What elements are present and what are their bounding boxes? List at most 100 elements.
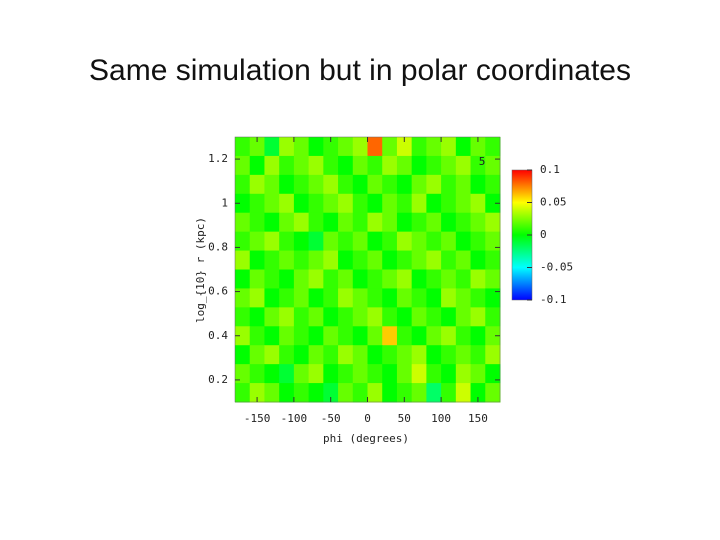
heat-cell [338, 231, 354, 252]
heat-cell [441, 137, 457, 157]
heat-cell [338, 307, 354, 327]
heat-cell [441, 364, 457, 384]
heat-cell [323, 269, 339, 289]
heat-cell [264, 212, 280, 233]
heat-cell [323, 174, 339, 195]
heat-cell [485, 193, 501, 214]
heat-cell [249, 193, 265, 214]
heat-cell [396, 345, 413, 365]
heat-cell [441, 212, 457, 233]
heat-cell [396, 383, 413, 403]
heat-cell [411, 231, 427, 252]
heat-cell [470, 383, 486, 403]
heat-cell [338, 174, 354, 195]
heat-cell [249, 137, 265, 157]
heat-cell [279, 345, 295, 365]
heat-cell [308, 364, 324, 384]
heat-cell [323, 155, 339, 176]
x-tick-label: 100 [431, 412, 451, 425]
heat-cell [235, 364, 251, 384]
heat-cell [235, 288, 251, 308]
heat-cell [352, 326, 368, 346]
heat-cell [235, 383, 251, 403]
heat-cell [323, 137, 339, 157]
heat-cell [426, 383, 442, 403]
heat-cell [264, 193, 280, 214]
heat-cell [279, 307, 295, 327]
heat-cell [426, 155, 442, 176]
heat-cell [470, 155, 486, 176]
heat-cell [249, 212, 265, 233]
heat-cell [470, 326, 486, 346]
heat-cell [455, 155, 472, 176]
heat-cell [426, 345, 442, 365]
heat-cell [293, 288, 310, 308]
heat-cell [352, 250, 368, 270]
heat-cell [279, 250, 295, 270]
heat-cell [455, 288, 472, 308]
colorbar-tick-label: 0.05 [540, 196, 567, 209]
heat-cell [308, 383, 324, 403]
heat-cell [293, 174, 310, 195]
heat-cell [411, 383, 427, 403]
heat-cell [441, 250, 457, 270]
y-tick-label: 1.2 [208, 152, 228, 165]
heat-cell [455, 269, 472, 289]
heat-cell [455, 250, 472, 270]
heat-cell [235, 193, 251, 214]
heat-cell [323, 231, 339, 252]
heat-cell [382, 345, 398, 365]
heat-cell [338, 137, 354, 157]
x-axis-label: phi (degrees) [323, 432, 409, 445]
heat-cell [382, 269, 398, 289]
heat-cell [485, 231, 501, 252]
heat-cell [426, 307, 442, 327]
heat-cell [411, 250, 427, 270]
heat-cell [293, 383, 310, 403]
heat-cell [323, 326, 339, 346]
heat-cell [338, 345, 354, 365]
heat-cell [441, 326, 457, 346]
heat-cell [293, 364, 310, 384]
heat-cell [485, 364, 501, 384]
heat-cell [367, 269, 383, 289]
heat-cell [485, 269, 501, 289]
heat-cell [249, 345, 265, 365]
heat-cell [293, 231, 310, 252]
x-tick-label: 0 [364, 412, 371, 425]
heat-cell [470, 137, 486, 157]
y-tick-label: 0.2 [208, 373, 228, 386]
heat-cell [235, 326, 251, 346]
heat-cell [441, 345, 457, 365]
x-tick-label: 150 [468, 412, 488, 425]
heat-cell [441, 307, 457, 327]
heat-cell [293, 250, 310, 270]
heat-cell [352, 193, 368, 214]
heat-cell [455, 326, 472, 346]
heat-cell [323, 193, 339, 214]
heat-cell [249, 231, 265, 252]
heat-cell [293, 326, 310, 346]
heat-cell [411, 212, 427, 233]
heat-cell [441, 288, 457, 308]
heat-cell [396, 193, 413, 214]
heat-cell [441, 269, 457, 289]
heat-cell [426, 326, 442, 346]
heat-cell [396, 155, 413, 176]
heat-cell [279, 383, 295, 403]
heat-cell [411, 307, 427, 327]
heat-cell [338, 288, 354, 308]
heat-cell [308, 174, 324, 195]
heat-cell [338, 250, 354, 270]
heat-cell [426, 193, 442, 214]
heat-cell [308, 288, 324, 308]
heat-cell [382, 212, 398, 233]
heat-cell [396, 212, 413, 233]
heat-cell [367, 137, 383, 157]
heat-cell [308, 269, 324, 289]
heat-cell [396, 288, 413, 308]
heat-cell [249, 383, 265, 403]
heat-cell [382, 174, 398, 195]
heat-cell [352, 174, 368, 195]
heat-cell [382, 137, 398, 157]
